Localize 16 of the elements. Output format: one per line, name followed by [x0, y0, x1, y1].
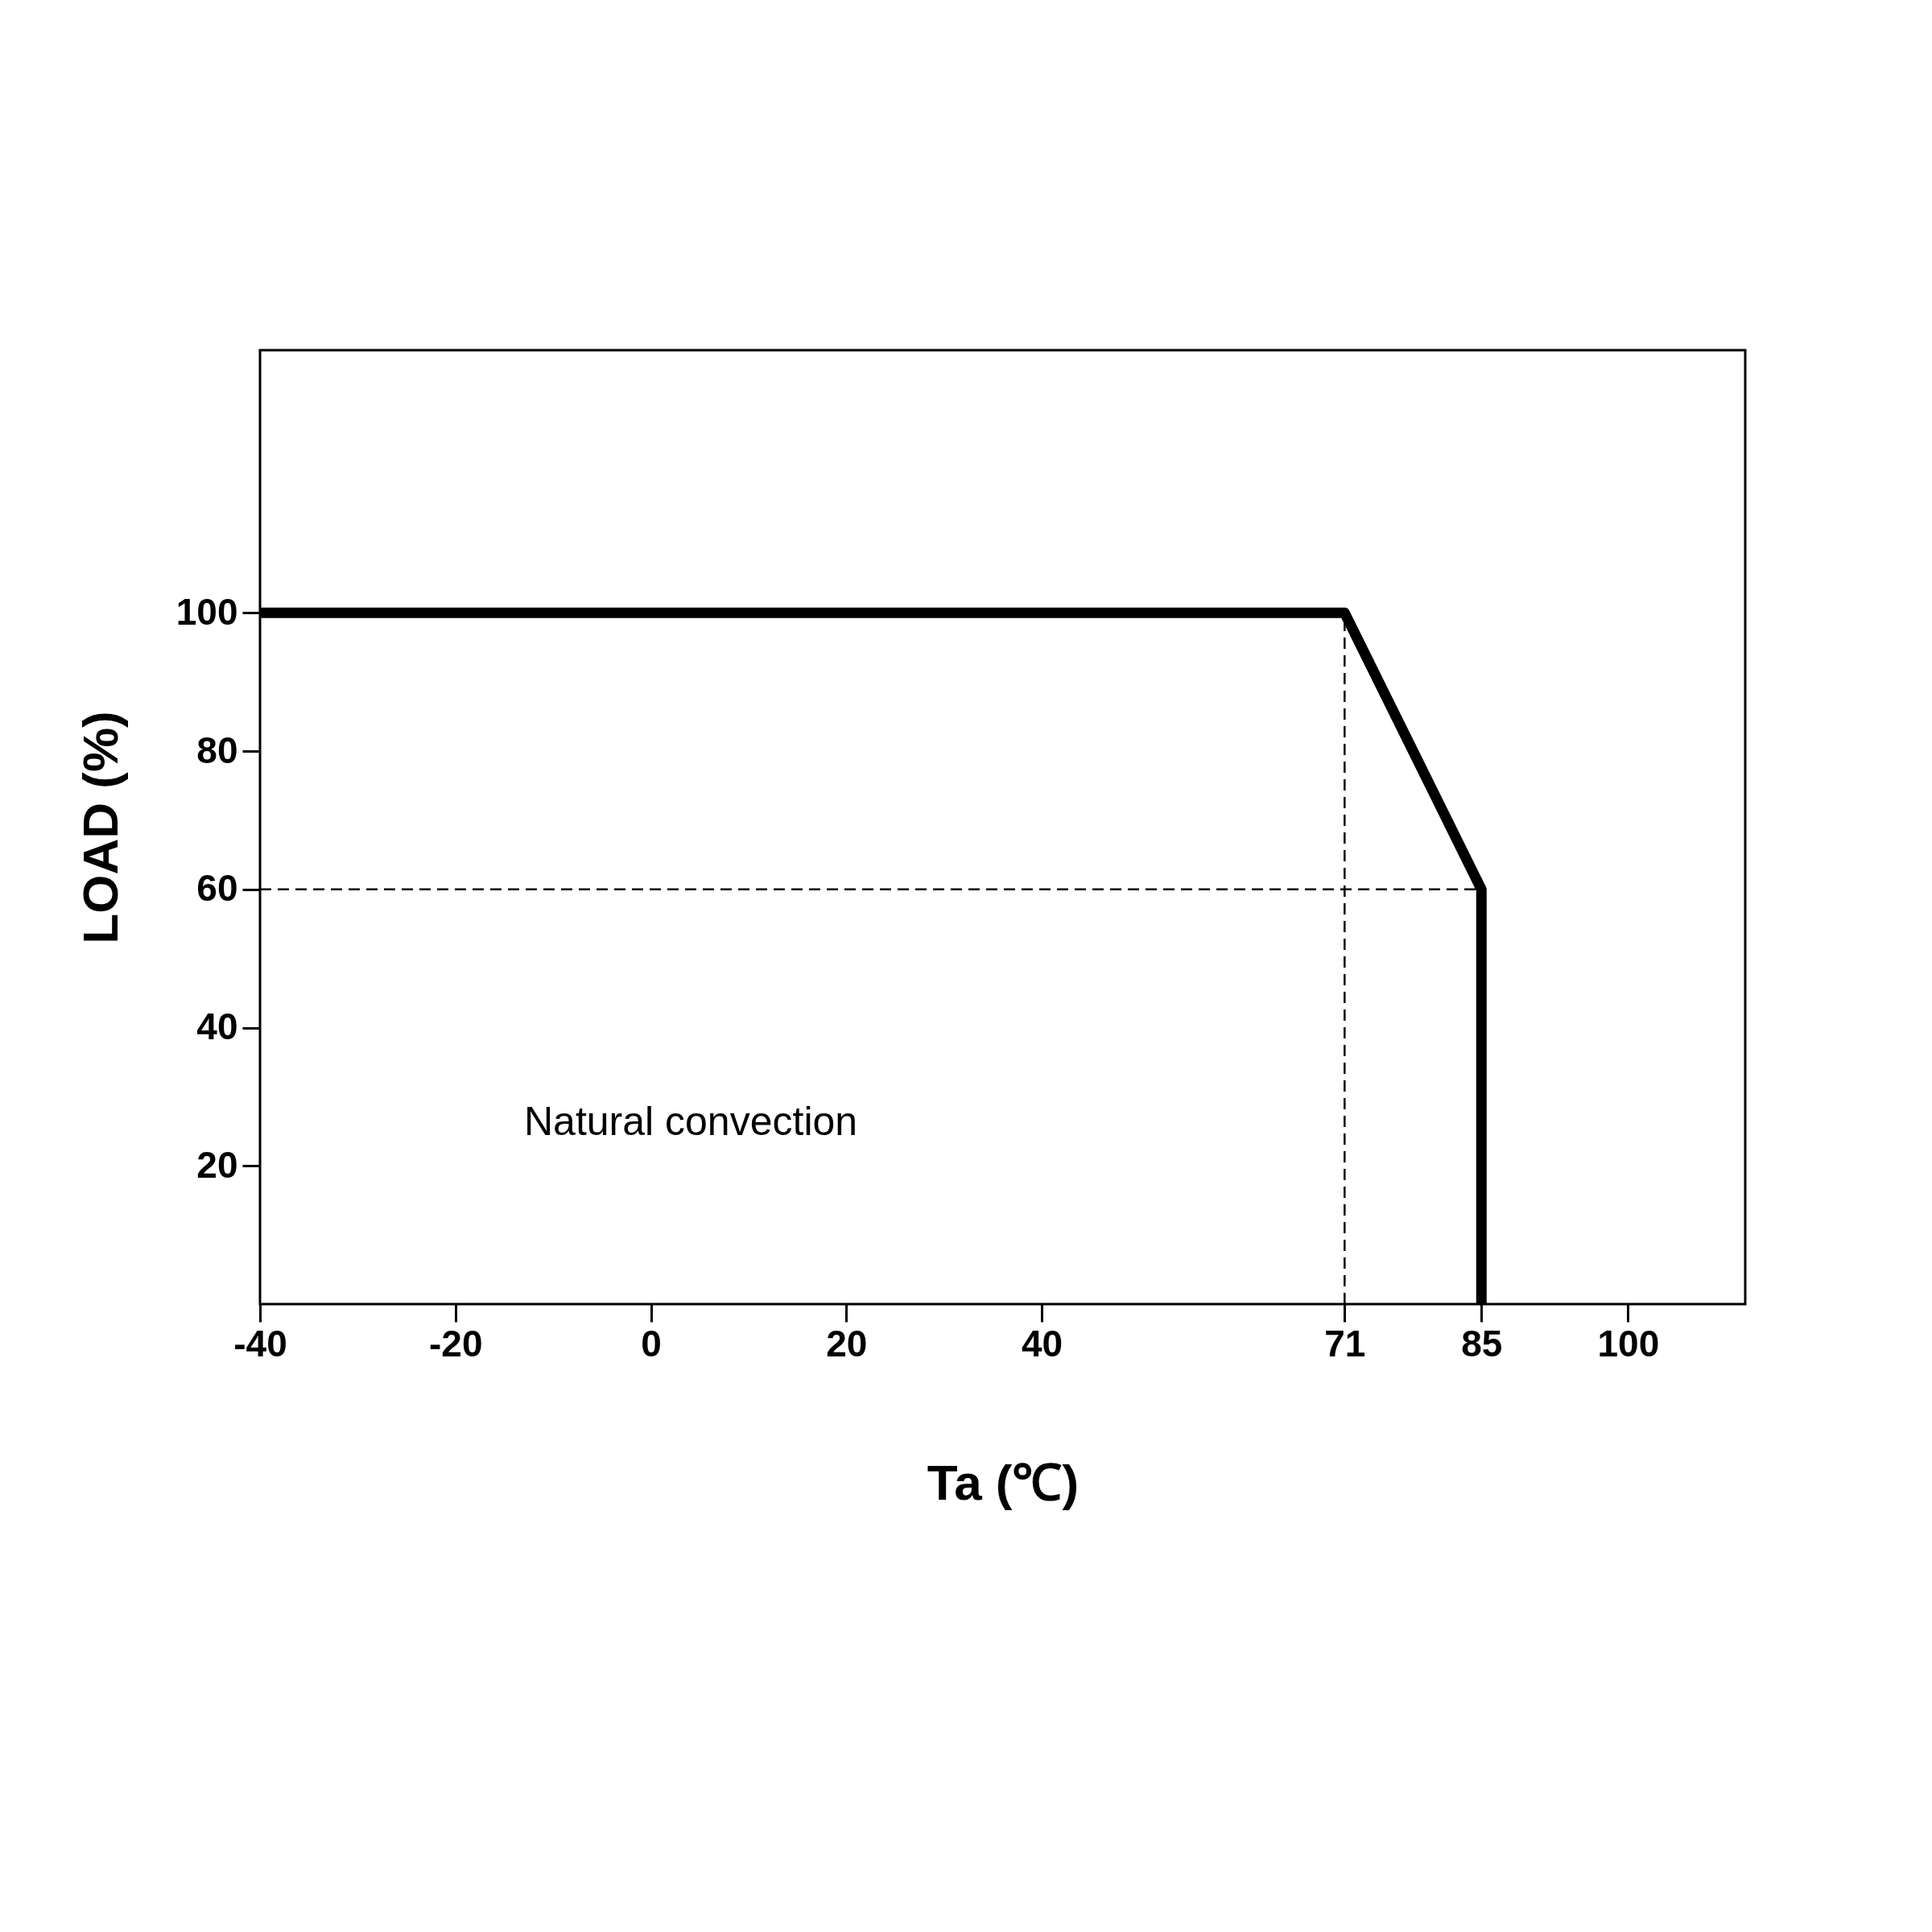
y-tick-label: 100	[175, 590, 238, 633]
annotation: Natural convection	[523, 1098, 858, 1144]
x-tick-label: 71	[1324, 1322, 1366, 1364]
y-tick-label: 20	[196, 1143, 238, 1186]
y-tick-label: 80	[196, 729, 238, 771]
x-tick-label: 85	[1461, 1322, 1503, 1364]
x-tick-label: 20	[826, 1322, 868, 1364]
x-tick-label: -40	[233, 1322, 287, 1364]
x-tick-label: -20	[429, 1322, 483, 1364]
x-tick-label: 100	[1597, 1322, 1660, 1364]
y-axis-title: LOAD (%)	[72, 711, 128, 944]
x-tick-label: 40	[1021, 1322, 1063, 1364]
y-tick-label: 60	[196, 867, 238, 910]
x-axis-title: Ta (℃)	[927, 1454, 1080, 1510]
x-tick-label: 0	[641, 1322, 662, 1364]
y-tick-label: 40	[196, 1005, 238, 1048]
